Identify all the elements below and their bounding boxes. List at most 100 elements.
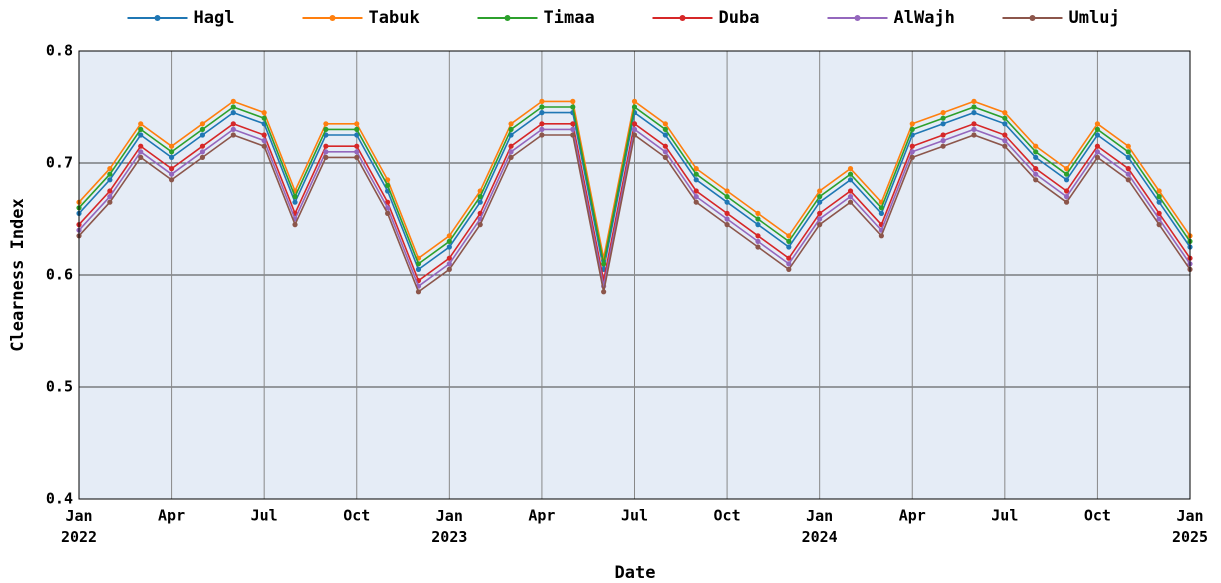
data-point — [1033, 166, 1039, 172]
data-point — [1156, 222, 1162, 228]
data-point — [230, 121, 236, 127]
data-point — [755, 222, 761, 228]
data-point — [847, 166, 854, 172]
legend-marker — [329, 15, 336, 21]
data-point — [631, 121, 638, 127]
y-tick-label: 0.6 — [46, 266, 73, 284]
data-point — [570, 121, 576, 127]
data-point — [1094, 126, 1101, 132]
data-point — [1002, 110, 1008, 116]
data-point — [1063, 194, 1070, 200]
data-point — [261, 138, 267, 144]
data-point — [539, 110, 545, 116]
data-point — [292, 222, 298, 228]
data-point — [323, 143, 329, 149]
data-point — [662, 154, 668, 160]
data-point — [1002, 132, 1008, 138]
legend-marker — [679, 15, 686, 21]
data-point — [601, 289, 607, 295]
data-point — [570, 104, 576, 110]
data-point — [1094, 149, 1101, 155]
data-point — [940, 143, 946, 149]
data-point — [631, 132, 638, 138]
data-point — [1125, 177, 1131, 183]
data-point — [847, 188, 854, 194]
data-point — [230, 132, 236, 138]
data-point — [940, 121, 946, 127]
data-point — [909, 143, 915, 149]
data-point — [1002, 121, 1008, 127]
data-point — [539, 126, 545, 132]
data-point — [385, 210, 391, 216]
x-tick-label: Apr — [158, 507, 185, 525]
data-point — [138, 149, 144, 155]
data-point — [1094, 121, 1101, 127]
data-point — [631, 98, 638, 104]
data-point — [909, 126, 915, 132]
legend-marker — [1029, 15, 1036, 21]
data-point — [971, 121, 977, 127]
data-point — [261, 143, 267, 149]
data-point — [786, 255, 792, 261]
data-point — [508, 121, 514, 127]
data-point — [909, 121, 915, 127]
data-point — [168, 171, 175, 177]
data-point — [570, 98, 576, 104]
data-point — [446, 255, 452, 261]
data-point — [1125, 171, 1131, 177]
y-tick-label: 0.7 — [46, 154, 73, 172]
legend-marker — [154, 15, 161, 21]
data-point — [755, 238, 761, 244]
legend: Hagl Tabuk Timaa Duba AlWajh Umluj — [127, 8, 1120, 28]
data-point — [878, 210, 884, 216]
x-tick-label: Jan 2023 — [431, 507, 467, 546]
data-point — [477, 199, 483, 205]
data-point — [199, 154, 206, 160]
data-point — [1125, 166, 1131, 172]
x-tick-label: Jul — [621, 507, 648, 525]
data-point — [1094, 132, 1101, 138]
data-point — [755, 210, 761, 216]
legend-label: Umluj — [1069, 8, 1120, 28]
data-point — [909, 154, 915, 160]
data-point — [1033, 154, 1039, 160]
data-point — [1033, 177, 1039, 183]
x-tick-label: Jul — [251, 507, 278, 525]
data-point — [292, 194, 298, 200]
data-point — [786, 261, 792, 267]
data-point — [199, 149, 206, 155]
x-tick-label: Oct — [714, 507, 741, 525]
data-point — [415, 266, 422, 272]
data-point — [847, 199, 854, 205]
data-point — [199, 126, 206, 132]
data-point — [1063, 188, 1070, 194]
data-point — [631, 126, 638, 132]
data-point — [1094, 154, 1101, 160]
data-point — [354, 126, 360, 132]
data-point — [909, 149, 915, 155]
data-point — [693, 177, 699, 183]
data-point — [693, 171, 699, 177]
data-point — [693, 194, 699, 200]
data-point — [1156, 210, 1162, 216]
data-point — [847, 171, 854, 177]
data-point — [724, 188, 730, 194]
data-point — [199, 132, 206, 138]
data-point — [817, 222, 823, 228]
data-point — [755, 244, 761, 250]
data-point — [138, 154, 144, 160]
data-point — [446, 261, 452, 267]
legend-label: Duba — [719, 8, 760, 28]
data-point — [786, 238, 792, 244]
data-point — [817, 210, 823, 216]
y-tick-label: 0.4 — [46, 490, 73, 508]
data-point — [817, 194, 823, 200]
data-point — [724, 199, 730, 205]
data-point — [477, 222, 483, 228]
data-point — [539, 104, 545, 110]
data-point — [1063, 166, 1070, 172]
data-point — [385, 182, 391, 188]
x-tick-label: Jan 2025 — [1172, 507, 1208, 546]
data-point — [508, 126, 514, 132]
data-point — [385, 199, 391, 205]
